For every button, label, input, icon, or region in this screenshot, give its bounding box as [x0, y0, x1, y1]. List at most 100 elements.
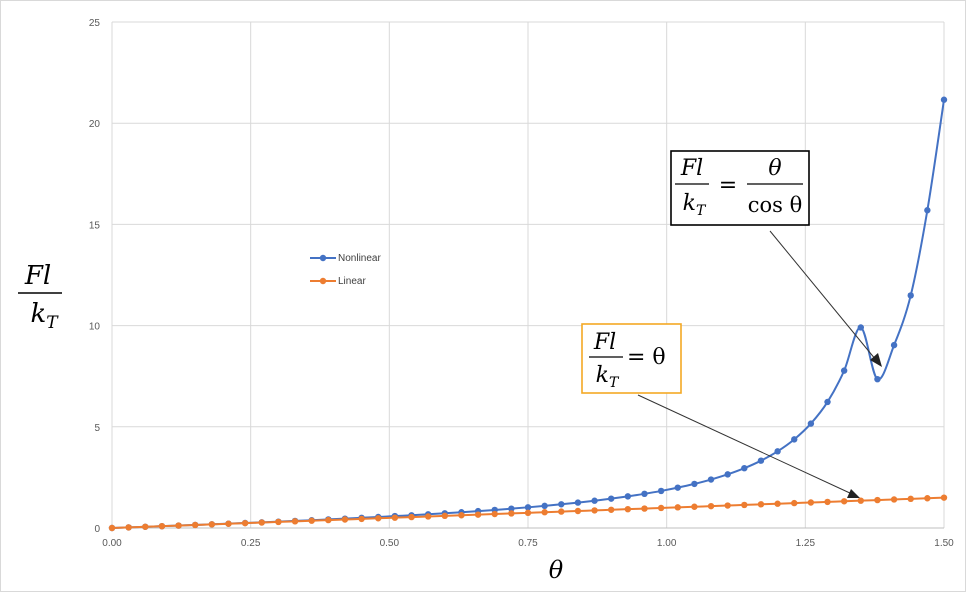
data-point-linear[interactable] — [125, 524, 132, 531]
data-point-nonlinear[interactable] — [757, 457, 765, 464]
data-point-nonlinear[interactable] — [674, 484, 681, 491]
data-point-linear[interactable] — [508, 510, 515, 517]
data-point-nonlinear[interactable] — [940, 96, 948, 103]
y-tick-label: 10 — [89, 322, 101, 333]
chart-frame — [0, 0, 966, 592]
data-point-linear[interactable] — [458, 512, 465, 519]
data-point-nonlinear[interactable] — [807, 420, 815, 427]
x-tick-label: 0.50 — [380, 538, 400, 549]
data-point-nonlinear[interactable] — [541, 502, 548, 510]
data-point-linear[interactable] — [308, 517, 315, 524]
data-point-linear[interactable] — [890, 496, 898, 503]
data-point-linear[interactable] — [424, 513, 432, 520]
data-point-nonlinear[interactable] — [774, 448, 781, 455]
data-point-linear[interactable] — [791, 499, 798, 507]
data-point-linear[interactable] — [591, 507, 598, 514]
data-point-linear[interactable] — [907, 495, 914, 503]
data-point-nonlinear[interactable] — [791, 436, 798, 443]
data-point-nonlinear[interactable] — [724, 471, 731, 478]
x-tick-label: 0.75 — [518, 538, 538, 549]
data-point-nonlinear[interactable] — [741, 464, 748, 472]
data-point-linear[interactable] — [258, 519, 265, 526]
data-point-nonlinear[interactable] — [558, 501, 565, 508]
data-point-linear[interactable] — [807, 499, 815, 506]
data-point-linear[interactable] — [657, 504, 665, 512]
data-point-linear[interactable] — [391, 514, 399, 521]
data-point-linear[interactable] — [608, 506, 615, 513]
data-point-linear[interactable] — [241, 519, 249, 527]
data-point-linear[interactable] — [341, 516, 349, 523]
data-point-nonlinear[interactable] — [641, 490, 648, 498]
arrow-to-linear — [637, 394, 853, 495]
data-point-nonlinear[interactable] — [608, 495, 615, 502]
data-point-nonlinear[interactable] — [890, 341, 898, 349]
data-point-linear[interactable] — [774, 500, 781, 507]
data-point-linear[interactable] — [441, 512, 448, 520]
data-point-linear[interactable] — [291, 518, 299, 525]
data-point-linear[interactable] — [741, 501, 748, 509]
arrow-to-nonlinear — [769, 230, 877, 361]
annotation-nonlinear-formula: Fl kT = θ cos θ — [670, 150, 810, 226]
annotation-linear-formula: Fl kT = θ — [581, 323, 682, 394]
data-point-nonlinear[interactable] — [624, 493, 632, 500]
annotation-nonlinear-equals: = — [719, 173, 737, 198]
data-point-linear[interactable] — [857, 497, 864, 504]
data-point-nonlinear[interactable] — [508, 505, 515, 512]
data-point-linear[interactable] — [574, 507, 582, 515]
data-point-nonlinear[interactable] — [524, 504, 532, 511]
data-point-linear[interactable] — [624, 505, 632, 513]
data-point-linear[interactable] — [707, 502, 715, 510]
gridlines — [111, 21, 945, 528]
data-point-linear[interactable] — [325, 516, 332, 524]
data-point-nonlinear[interactable] — [874, 375, 881, 383]
data-point-linear[interactable] — [375, 515, 382, 522]
data-point-linear[interactable] — [674, 504, 681, 511]
annotation-nonlinear-numerator: Fl — [680, 156, 703, 181]
data-point-nonlinear[interactable] — [707, 476, 715, 483]
data-point-linear[interactable] — [474, 511, 482, 518]
data-point-nonlinear[interactable] — [657, 487, 665, 495]
data-point-linear[interactable] — [874, 496, 881, 504]
data-point-linear[interactable] — [840, 498, 848, 505]
data-point-linear[interactable] — [641, 505, 648, 512]
data-point-nonlinear[interactable] — [591, 497, 598, 504]
annotation-linear-equals: = θ — [627, 345, 666, 370]
x-tick-label: 1.25 — [796, 538, 816, 549]
legend-item-nonlinear[interactable]: Nonlinear — [310, 253, 381, 264]
data-point-linear[interactable] — [192, 521, 199, 529]
data-point-linear[interactable] — [108, 524, 116, 532]
data-point-linear[interactable] — [175, 522, 182, 529]
x-axis-label: θ — [549, 556, 564, 584]
data-point-linear[interactable] — [541, 509, 548, 516]
legend-label-nonlinear: Nonlinear — [338, 253, 381, 264]
data-point-linear[interactable] — [691, 503, 698, 510]
data-point-nonlinear[interactable] — [691, 480, 698, 488]
data-point-linear[interactable] — [158, 522, 166, 530]
data-point-nonlinear[interactable] — [857, 324, 864, 331]
data-point-linear[interactable] — [225, 520, 232, 527]
data-point-linear[interactable] — [724, 502, 731, 509]
data-point-linear[interactable] — [208, 521, 216, 528]
x-tick-label: 1.00 — [657, 538, 677, 549]
legend-marker-nonlinear — [319, 254, 327, 262]
data-point-linear[interactable] — [524, 509, 532, 517]
data-point-nonlinear[interactable] — [840, 367, 848, 374]
data-point-nonlinear[interactable] — [924, 207, 931, 214]
data-point-linear[interactable] — [558, 508, 565, 515]
data-point-linear[interactable] — [940, 494, 948, 501]
annotation-arrows — [637, 230, 882, 498]
data-point-linear[interactable] — [824, 498, 831, 506]
data-point-linear[interactable] — [275, 518, 282, 526]
data-point-nonlinear[interactable] — [907, 292, 914, 299]
data-point-linear[interactable] — [408, 513, 415, 521]
data-point-linear[interactable] — [491, 510, 498, 518]
data-point-linear[interactable] — [924, 495, 931, 502]
data-point-linear[interactable] — [142, 523, 149, 530]
y-tick-label: 0 — [94, 524, 100, 535]
data-point-linear[interactable] — [358, 515, 365, 523]
y-axis-label-numerator: Fl — [24, 261, 51, 291]
data-point-nonlinear[interactable] — [824, 398, 831, 406]
data-point-nonlinear[interactable] — [574, 499, 582, 506]
legend-item-linear[interactable]: Linear — [310, 276, 366, 287]
data-point-linear[interactable] — [757, 501, 765, 508]
